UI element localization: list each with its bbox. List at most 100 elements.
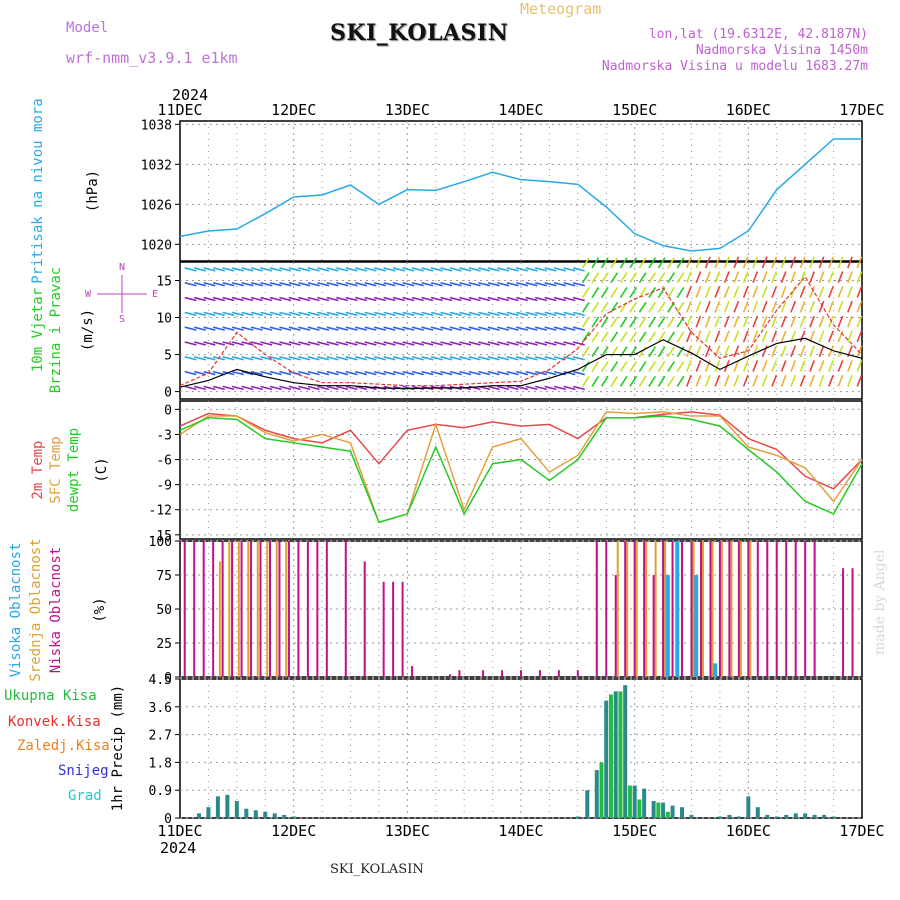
wind-barb: [799, 315, 806, 328]
wind-barb: [563, 311, 576, 317]
wind-barb: [610, 331, 619, 343]
wind-barb: [468, 281, 481, 287]
wind-barb: [241, 341, 254, 346]
wind-barb: [411, 267, 424, 272]
wind-side-label-1: 10m Vjetar: [30, 288, 46, 372]
cloud-bar-niska: [297, 541, 300, 677]
wind-barb: [780, 271, 787, 284]
wind-barb: [629, 272, 638, 284]
wind-barb: [600, 316, 609, 328]
wind-barb: [847, 271, 853, 284]
wind-barb: [459, 341, 472, 346]
precip-bar-snow: [196, 813, 201, 818]
wind-barb: [203, 281, 216, 287]
x-tick-label-bottom: 12DEC: [271, 822, 316, 840]
wind-barb: [298, 267, 311, 272]
wind-barb: [487, 356, 500, 361]
wind-barb: [506, 267, 519, 272]
wind-barb: [459, 356, 472, 361]
wind-barb: [212, 326, 225, 331]
wind-barb: [497, 267, 510, 272]
wind-barb: [591, 316, 600, 328]
wind-barb: [478, 370, 491, 376]
precip-bar-snow: [282, 814, 287, 818]
wind-barb: [459, 267, 472, 272]
cloud-unit-label: (%): [92, 597, 108, 622]
wind-barb: [203, 385, 216, 391]
wind-barb: [212, 370, 225, 376]
wind-barb: [799, 345, 806, 358]
wind-barb: [847, 315, 853, 328]
wind-barb: [629, 257, 638, 269]
wind-barb: [392, 281, 405, 287]
cloud-bar-srednja: [285, 541, 288, 677]
panel-frame-precip: [179, 678, 863, 819]
wind-barb: [809, 256, 815, 269]
wind-barb: [355, 370, 368, 376]
wind-barb: [392, 341, 405, 346]
wind-barb: [704, 300, 711, 313]
wind-barb: [572, 356, 585, 361]
wind-barb: [535, 356, 548, 361]
precip-bar-rain: [637, 799, 642, 818]
footer-station: SKI_KOLASIN: [330, 862, 424, 877]
wind-barb: [780, 315, 787, 328]
wind-barb: [298, 326, 311, 331]
wind-barb: [780, 345, 787, 358]
wind-barb: [269, 267, 282, 272]
wind-barb: [317, 385, 330, 391]
cloud-bar-srednja: [739, 541, 742, 677]
wind-barb: [544, 341, 557, 346]
wind-barb: [487, 281, 500, 287]
precip-bar-snow: [746, 796, 751, 818]
wind-barb: [317, 356, 330, 361]
precip-bar-snow: [613, 691, 618, 818]
wind-barb: [563, 341, 576, 346]
wind-barb: [686, 256, 692, 269]
x-tick-label-top: 15DEC: [612, 101, 657, 119]
x-tick-label-bottom: 17DEC: [839, 822, 884, 840]
wind-barb: [525, 281, 538, 287]
compass-north: N: [119, 262, 125, 273]
wind-barb: [704, 271, 711, 284]
wind-barb: [241, 281, 254, 287]
wind-barb: [837, 286, 844, 298]
wind-barb: [572, 341, 585, 346]
wind-barb: [553, 281, 566, 287]
cloud-bar-niska: [250, 541, 253, 677]
wind-barb: [421, 296, 434, 302]
cloud-bar-niska: [448, 674, 451, 677]
cloud-bar-visoka: [665, 575, 670, 677]
wind-barb: [809, 271, 815, 284]
wind-barb: [364, 370, 377, 376]
wind-barb: [497, 296, 510, 302]
wind-barb: [184, 267, 197, 272]
wind-barb: [563, 370, 576, 376]
wind-barb: [525, 267, 538, 272]
wind-barb: [260, 326, 273, 331]
wind-barb: [818, 256, 825, 269]
wind-barb: [572, 326, 585, 331]
wind-barb: [298, 311, 311, 317]
wind-barb: [468, 311, 481, 317]
wind-barb: [421, 370, 434, 376]
cloud-bar-niska: [212, 541, 215, 677]
wind-barb: [771, 374, 778, 387]
wind-barb: [535, 385, 548, 391]
wind-barb: [629, 316, 638, 328]
wind-barb: [667, 331, 675, 343]
wind-barb: [487, 296, 500, 302]
cloud-bar-niska: [756, 541, 759, 677]
wind-barb: [657, 272, 666, 284]
wind-barb: [440, 326, 453, 331]
wind-barb: [572, 281, 585, 287]
wind-barb: [307, 311, 320, 317]
wind-barb: [733, 374, 740, 387]
wind-barb: [790, 300, 797, 313]
wind-barb: [317, 341, 330, 346]
year-label-top: 2024: [172, 86, 208, 104]
cloud-side-label-3: Niska Oblacnost: [48, 547, 64, 673]
wind-barb: [790, 315, 797, 328]
wind-barb: [638, 361, 647, 373]
wind-barb: [667, 346, 675, 358]
